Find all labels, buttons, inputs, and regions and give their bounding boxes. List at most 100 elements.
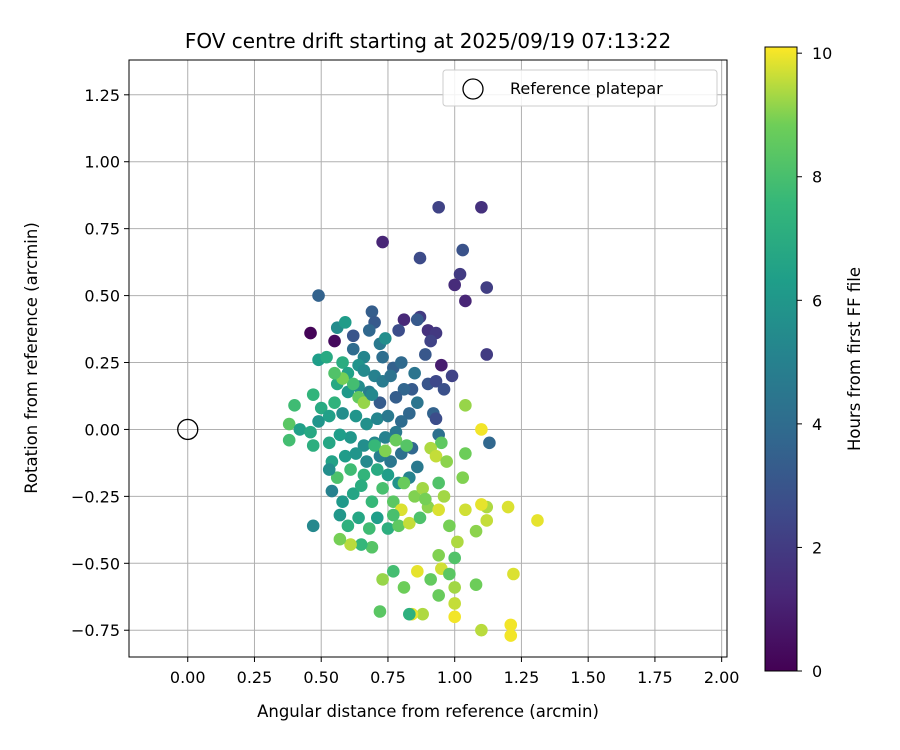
scatter-point [384,455,397,468]
scatter-point [376,573,389,586]
scatter-point [354,479,368,492]
scatter-point [378,332,392,345]
legend-box [442,69,718,107]
scatter-point [408,366,421,380]
scatter-point [392,519,405,533]
scatter-point [365,388,379,401]
scatter-point [352,511,365,525]
scatter-point [456,471,470,484]
scatter-point [322,436,336,450]
scatter-point [320,350,333,364]
x-tick-label: 0.00 [170,668,206,687]
scatter-point [459,399,472,412]
scatter-point [344,431,357,444]
scatter-point [475,200,488,214]
scatter-point [386,565,400,578]
scatter-point [453,267,467,281]
colorbar-tick-label: 0 [812,662,822,681]
scatter-point [381,522,395,535]
scatter-point [435,436,448,450]
chart-title: FOV centre drift starting at 2025/09/19 … [185,29,671,53]
scatter-point [459,294,472,308]
scatter-point [456,243,470,257]
reference-marker-layer [177,418,199,441]
scatter-point [443,519,456,533]
scatter-point [373,605,387,618]
x-tick-label: 1.00 [437,668,473,687]
colorbar-tick-label: 2 [812,538,822,557]
x-axis-ticks: 0.00 0.25 0.50 0.75 1.00 1.25 1.50 1.75 2.00 [170,657,740,687]
scatter-point [448,597,461,610]
scatter-point [306,388,320,401]
scatter-point [306,519,320,533]
scatter-point [333,508,347,522]
scatter-point [469,578,483,592]
scatter-point [411,396,424,409]
x-tick-label: 2.00 [704,668,740,687]
scatter-point [437,490,451,503]
y-tick-label: −0.75 [71,621,120,640]
x-tick-label: 0.25 [237,668,273,687]
scatter-point [403,607,416,621]
scatter-point [480,514,494,527]
scatter-point [475,423,488,436]
scatter-point [459,503,472,517]
scatter-point [381,468,395,482]
legend: Reference platepar [442,69,718,107]
scatter-point [411,565,424,578]
scatter-point [312,289,325,302]
colorbar: 0 2 4 6 8 10 Hours from first FF file [764,44,864,681]
grid-lines [129,60,727,657]
scatter-point [381,409,395,423]
scatter-point [445,369,459,383]
scatter-point [443,567,456,581]
scatter-point [531,514,544,527]
scatter-point [346,329,360,343]
scatter-point [483,436,496,450]
scatter-point [480,348,494,361]
y-tick-label: 0.50 [84,287,120,306]
scatter-point [370,511,384,525]
scatter-point [378,444,392,458]
scatter-point [362,522,376,535]
scatter-point [365,495,379,509]
scatter-point [357,396,371,409]
scatter-point [397,581,411,594]
scatter-point [413,251,427,265]
scatter-point [384,369,397,383]
scatter-point [282,417,296,431]
colorbar-label: Hours from first FF file [845,267,864,451]
scatter-point [432,548,445,562]
scatter-point [386,495,400,509]
scatter-point [480,281,494,294]
x-tick-label: 1.25 [504,668,540,687]
scatter-points [282,200,544,642]
scatter-point [338,449,352,463]
scatter-point [504,629,518,642]
scatter-point [386,508,400,522]
scatter-point [392,324,405,337]
scatter-point [389,391,403,404]
scatter-point [376,235,389,249]
scatter-point [432,503,445,517]
scatter-point [325,484,339,498]
scatter-point [411,460,424,474]
scatter-point [435,358,448,372]
y-tick-label: 1.00 [84,153,120,172]
scatter-point [397,476,411,490]
scatter-point [328,396,341,409]
y-tick-label: −0.50 [71,554,120,573]
scatter-point [328,334,341,348]
scatter-point [448,581,461,594]
scatter-point [501,500,515,514]
scatter-point [395,415,408,428]
x-tick-label: 0.50 [303,668,339,687]
scatter-point [416,607,429,621]
scatter-point [424,573,437,586]
scatter-point [504,618,518,632]
scatter-point [336,356,349,369]
scatter-point [330,471,344,484]
scatter-point [424,334,437,348]
colorbar-tick-label: 10 [812,44,832,63]
